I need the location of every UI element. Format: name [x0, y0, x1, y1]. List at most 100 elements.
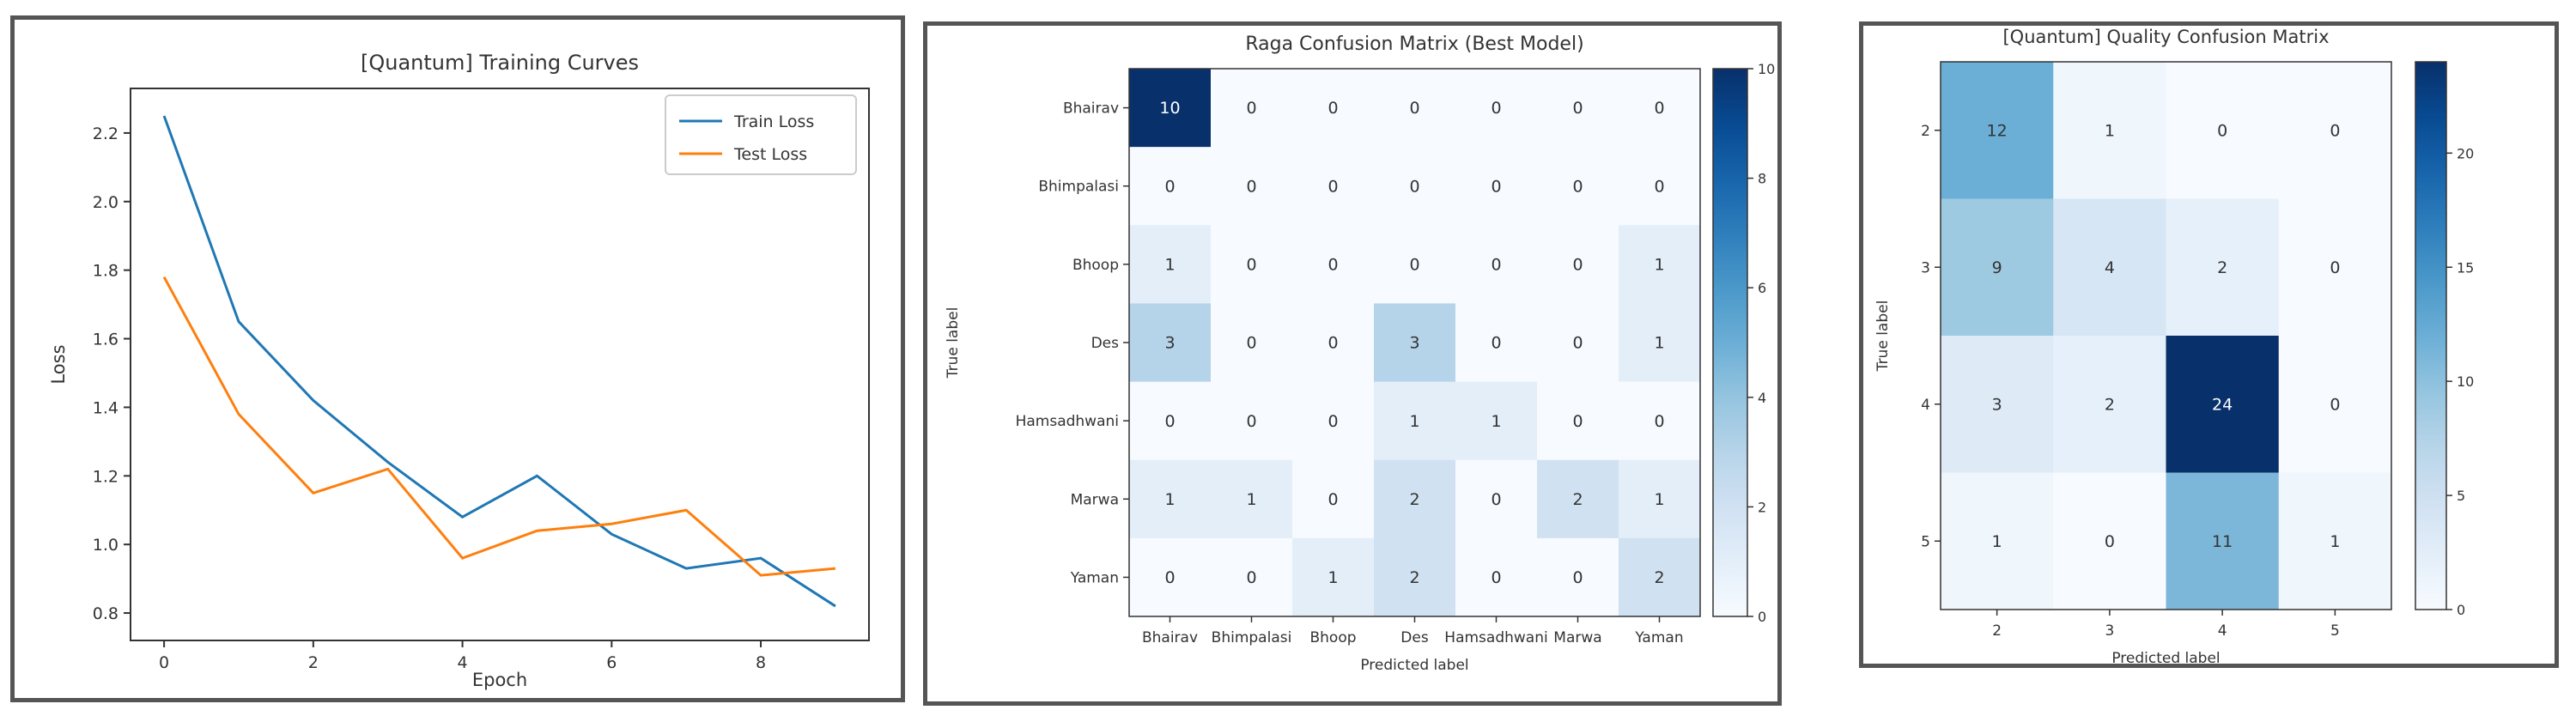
- heatmap-cell: [1537, 303, 1619, 383]
- x-tick-label: Hamsadhwani: [1444, 629, 1547, 646]
- heatmap-cell: [1129, 69, 1212, 148]
- heatmap-cell: [1619, 147, 1701, 226]
- cell-value: 0: [1327, 256, 1338, 275]
- y-tick-label: Hamsadhwani: [1016, 413, 1119, 430]
- heatmap-cell: [1211, 459, 1293, 539]
- cell-value: 2: [1409, 490, 1419, 509]
- cell-value: 0: [1491, 256, 1501, 275]
- cell-value: 0: [1654, 99, 1664, 118]
- heatmap-cell: [1129, 303, 1212, 383]
- cell-value: 0: [2330, 395, 2340, 414]
- heatmap-cell: [2278, 336, 2392, 473]
- x-tick-label: 8: [756, 653, 766, 672]
- x-tick-label: 4: [458, 653, 468, 672]
- heatmap-cell: [1374, 303, 1456, 383]
- x-axis-label: Epoch: [472, 670, 527, 690]
- y-tick-label: Bhairav: [1063, 100, 1119, 118]
- y-tick-label: Marwa: [1071, 491, 1119, 508]
- y-tick-label: 4: [1921, 397, 1930, 414]
- legend-label-1: Test Loss: [733, 145, 807, 164]
- colorbar: [2415, 61, 2447, 610]
- heatmap-cell: [1455, 381, 1538, 461]
- heatmap-cell: [1374, 537, 1456, 617]
- heatmap-cell: [2278, 472, 2392, 610]
- y-tick-label: Des: [1091, 335, 1120, 352]
- heatmap-cell: [1129, 381, 1212, 461]
- heatmap-cell: [1292, 69, 1375, 148]
- y-tick-label: 1.8: [93, 262, 118, 281]
- cell-value: 0: [1327, 490, 1338, 509]
- heatmap-cell: [1211, 147, 1293, 226]
- x-tick-label: 5: [2330, 622, 2340, 640]
- cell-value: 1: [1654, 256, 1664, 275]
- cell-value: 0: [1572, 412, 1583, 431]
- y-tick-label: 1.4: [93, 398, 118, 417]
- heatmap-cell: [1537, 537, 1619, 617]
- heatmap-cell: [1292, 459, 1375, 539]
- x-tick-label: Des: [1400, 629, 1429, 646]
- cell-value: 1: [2105, 121, 2115, 140]
- cell-value: 0: [1491, 568, 1501, 587]
- heatmap-cell: [2166, 198, 2280, 337]
- heatmap-cell: [1292, 303, 1375, 383]
- heatmap-cell: [1941, 336, 2054, 473]
- cell-value: 0: [1572, 334, 1583, 353]
- x-tick-label: 2: [308, 653, 319, 672]
- chart-title: [Quantum] Training Curves: [361, 51, 639, 75]
- cell-value: 0: [1164, 568, 1175, 587]
- heatmap-cell: [1455, 459, 1538, 539]
- heatmap-cell: [1374, 225, 1456, 304]
- heatmap-cell: [1619, 225, 1701, 304]
- plot-frame: [130, 88, 870, 641]
- heatmap-cell: [2053, 62, 2166, 199]
- colorbar-tick-label: 0: [1758, 609, 1766, 625]
- cell-value: 2: [2217, 258, 2227, 277]
- cell-value: 1: [1654, 490, 1664, 509]
- cell-value: 0: [1327, 412, 1338, 431]
- heatmap-cell: [1374, 69, 1456, 148]
- cell-value: 0: [1164, 412, 1175, 431]
- heatmap-cell: [1619, 69, 1701, 148]
- colorbar-tick-label: 4: [1758, 390, 1766, 406]
- cell-value: 0: [1246, 99, 1256, 118]
- heatmap-cell: [2053, 198, 2166, 337]
- x-tick-label: 3: [2105, 622, 2114, 640]
- y-tick-label: 2.2: [93, 124, 118, 143]
- heatmap-cell: [1619, 459, 1701, 539]
- cell-value: 2: [2105, 395, 2115, 414]
- cell-value: 1: [1409, 412, 1419, 431]
- cell-value: 11: [2212, 532, 2233, 551]
- series-line-1: [162, 276, 836, 577]
- heatmap-cell: [1537, 225, 1619, 304]
- heatmap-cell: [1537, 69, 1619, 148]
- matrix-frame: [1940, 61, 2392, 610]
- heatmap-cell: [2166, 336, 2280, 473]
- y-tick-label: 2.0: [93, 193, 118, 212]
- heatmap-cell: [1129, 225, 1212, 304]
- heatmap-cell: [1455, 225, 1538, 304]
- colorbar-tick-label: 15: [2457, 259, 2474, 276]
- y-tick-label: 1.2: [93, 467, 118, 486]
- cell-value: 0: [1654, 177, 1664, 196]
- cell-value: 0: [1409, 177, 1419, 196]
- cell-value: 9: [1992, 258, 2002, 277]
- heatmap-cell: [2053, 336, 2166, 473]
- cell-value: 0: [1654, 412, 1664, 431]
- cell-value: 0: [1572, 99, 1583, 118]
- training-curves-chart: [Quantum] Training Curves Epoch Loss 0 2 4 6 8 0…: [48, 51, 870, 690]
- y-axis-label: Loss: [48, 344, 69, 384]
- y-axis-label: True label: [1874, 300, 1892, 373]
- cell-value: 0: [1327, 177, 1338, 196]
- cell-value: 1: [1327, 568, 1338, 587]
- heatmap-cell: [1211, 69, 1293, 148]
- cell-value: 0: [1327, 334, 1338, 353]
- colorbar-tick-label: 6: [1758, 280, 1766, 296]
- heatmap-cell: [1129, 459, 1212, 539]
- heatmap-cell: [1941, 62, 2054, 199]
- cell-value: 0: [1246, 412, 1256, 431]
- x-tick-label: Marwa: [1553, 629, 1601, 646]
- colorbar-tick-label: 8: [1758, 171, 1766, 187]
- heatmap-cell: [1211, 381, 1293, 461]
- chart-title: Raga Confusion Matrix (Best Model): [1245, 33, 1583, 55]
- cell-value: 0: [1572, 256, 1583, 275]
